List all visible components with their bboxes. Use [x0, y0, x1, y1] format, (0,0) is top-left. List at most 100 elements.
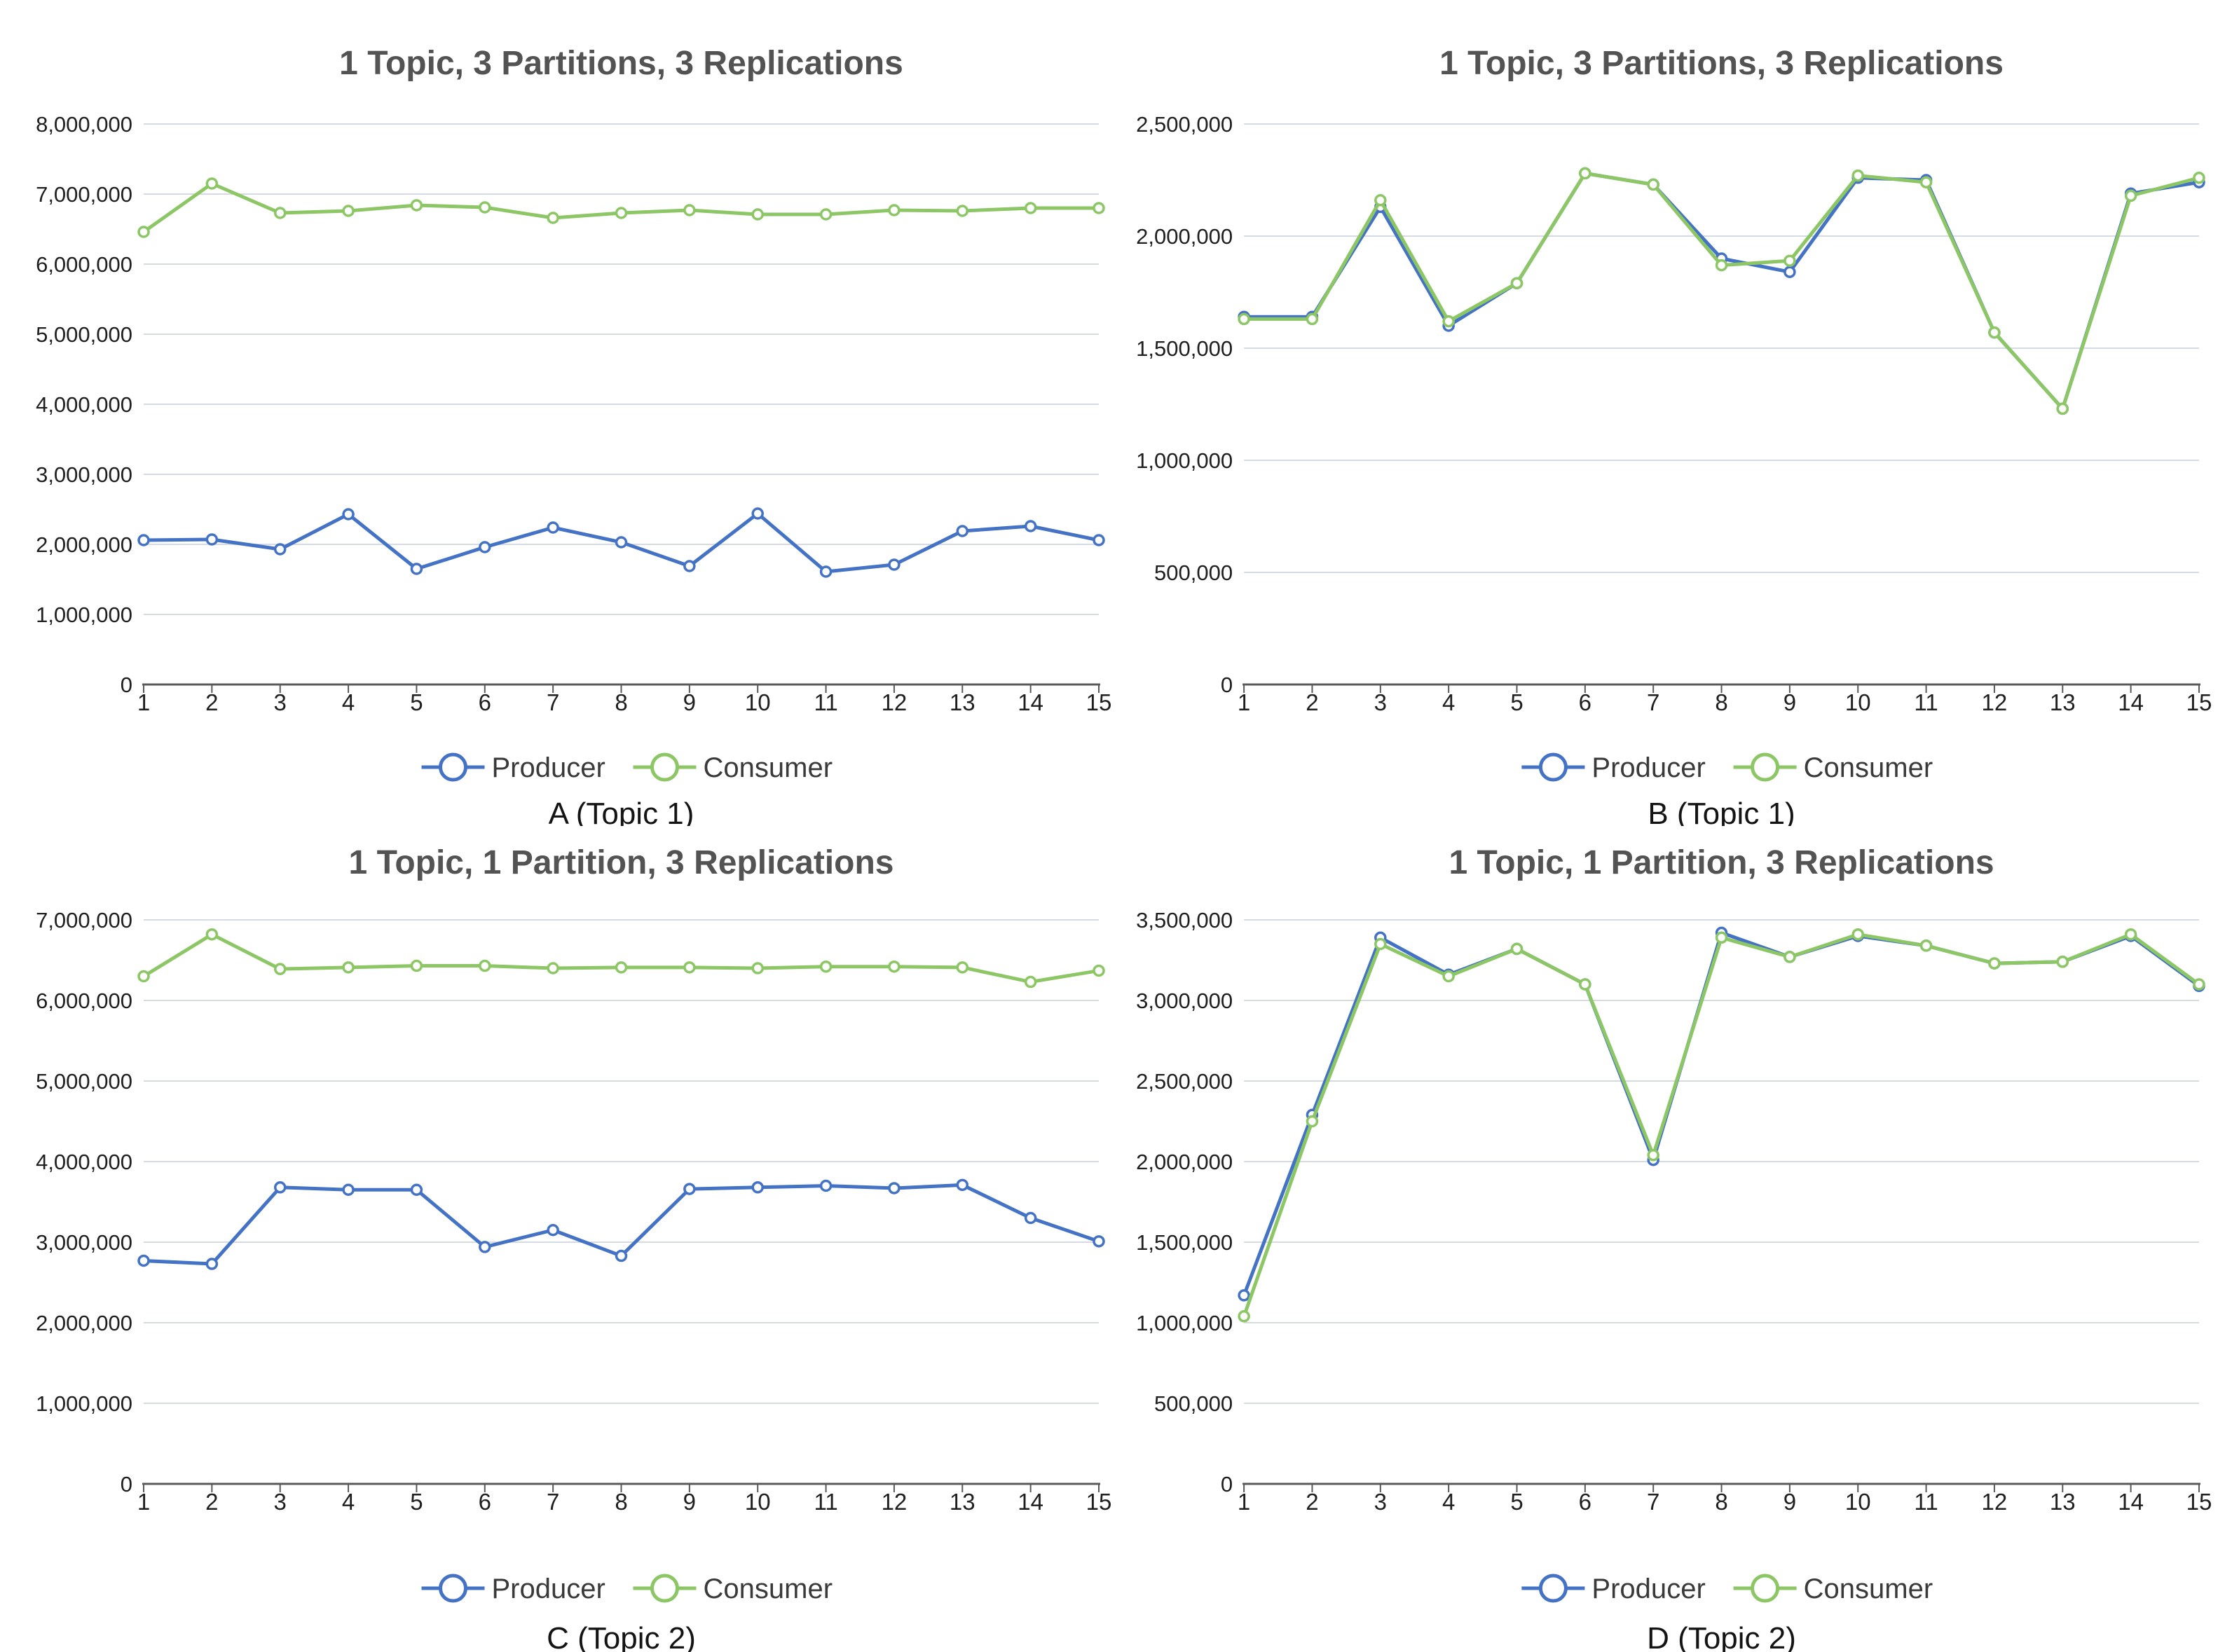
legend-item-producer: Producer — [421, 1574, 605, 1604]
x-axis-label: 12 — [882, 1489, 908, 1515]
y-axis-label: 1,000,000 — [1136, 1311, 1233, 1335]
data-point-marker-consumer — [1919, 176, 1933, 188]
x-axis-label: 4 — [1442, 1489, 1455, 1515]
data-point-marker-consumer — [888, 960, 901, 973]
data-point-marker-consumer — [410, 959, 423, 972]
x-axis-label: 3 — [274, 689, 287, 715]
data-point-marker-consumer — [410, 199, 423, 212]
y-axis-label: 2,000,000 — [1136, 1150, 1233, 1174]
x-axis-label: 8 — [1715, 1489, 1727, 1515]
data-point-marker-consumer — [1238, 1310, 1250, 1323]
data-point-marker-consumer — [1510, 942, 1524, 956]
x-axis-label: 14 — [1018, 689, 1043, 715]
y-axis-label: 5,000,000 — [36, 1069, 132, 1094]
data-point-marker-producer — [205, 533, 219, 546]
legend-marker-icon-producer — [1538, 752, 1568, 782]
y-axis-label: 2,000,000 — [1136, 224, 1233, 249]
data-point-marker-producer — [683, 560, 696, 572]
x-axis-label: 13 — [950, 689, 975, 715]
x-axis-label: 14 — [1018, 1489, 1043, 1515]
data-point-marker-consumer — [1715, 259, 1728, 272]
data-point-marker-producer — [1093, 534, 1105, 546]
data-point-marker-consumer — [1442, 315, 1455, 328]
data-point-marker-consumer — [137, 226, 150, 238]
legend-item-consumer: Consumer — [1733, 1574, 1933, 1604]
data-point-marker-consumer — [1851, 928, 1864, 941]
x-axis-label: 6 — [479, 689, 491, 715]
legend-marker-icon-producer — [439, 752, 467, 782]
series-line-consumer — [142, 932, 1101, 984]
chart-D: 0 500,000 1,000,000 1,500,000 2,000,000 2,500… — [1116, 826, 2232, 1652]
y-axis-label: 8,000,000 — [36, 112, 132, 137]
data-point-marker-consumer — [2124, 189, 2137, 202]
data-point-marker-consumer — [2056, 956, 2069, 968]
data-point-marker-consumer — [479, 201, 491, 214]
y-axis-label: 3,000,000 — [36, 1230, 132, 1255]
x-axis-label: 12 — [882, 689, 908, 715]
x-axis-label: 5 — [410, 1489, 423, 1515]
legend-item-producer: Producer — [1521, 752, 1706, 783]
legend-marker-icon-consumer — [650, 752, 679, 782]
data-point-marker-producer — [273, 1181, 287, 1194]
y-axis-label: 1,000,000 — [36, 603, 132, 627]
data-point-marker-consumer — [342, 961, 355, 974]
y-axis-label: 1,000,000 — [1136, 448, 1233, 473]
y-axis-label: 0 — [1221, 1472, 1233, 1496]
data-point-marker-consumer — [1579, 978, 1591, 991]
y-axis-label: 1,500,000 — [1136, 336, 1233, 361]
x-axis-label: 1 — [137, 689, 150, 715]
x-axis-label: 2 — [1306, 689, 1318, 715]
data-point-marker-consumer — [1024, 975, 1037, 989]
legend-label-consumer: Consumer — [1804, 1574, 1933, 1604]
data-point-marker-producer — [205, 1258, 219, 1270]
x-axis-label: 3 — [1374, 1489, 1387, 1515]
y-axis-label: 2,500,000 — [1136, 1069, 1233, 1094]
x-axis-label: 12 — [1982, 1489, 2008, 1515]
chart-C-canvas: 0 1,000,000 2,000,000 3,000,000 4,000,000 5,0… — [36, 844, 1112, 1652]
data-point-marker-consumer — [751, 962, 764, 975]
y-axis-label: 0 — [1221, 673, 1233, 697]
chart-caption: D (Topic 2) — [1647, 1621, 1796, 1652]
chart-title: 1 Topic, 1 Partition, 3 Replications — [1449, 844, 1994, 881]
x-axis-label: 5 — [1510, 1489, 1523, 1515]
data-point-marker-producer — [342, 508, 355, 521]
data-point-marker-consumer — [1647, 1149, 1659, 1162]
data-point-marker-consumer — [342, 205, 355, 217]
data-point-marker-producer — [137, 534, 150, 546]
chart-caption: C (Topic 2) — [547, 1621, 696, 1652]
data-point-marker-producer — [137, 1254, 150, 1267]
data-point-marker-consumer — [1919, 939, 1933, 952]
data-point-marker-consumer — [819, 960, 833, 973]
y-axis-label: 2,000,000 — [36, 532, 132, 557]
data-point-marker-producer — [1024, 520, 1037, 532]
data-point-marker-producer — [1024, 1211, 1037, 1225]
x-axis-label: 15 — [1086, 1489, 1112, 1515]
data-point-marker-producer — [683, 1183, 696, 1195]
data-point-marker-producer — [819, 565, 833, 578]
x-axis-label: 8 — [615, 689, 627, 715]
data-point-marker-producer — [479, 1241, 491, 1253]
data-point-marker-consumer — [683, 961, 696, 974]
y-axis-label: 2,000,000 — [36, 1311, 132, 1335]
y-axis-label: 7,000,000 — [36, 908, 132, 932]
data-point-marker-consumer — [615, 207, 628, 219]
data-point-marker-consumer — [205, 928, 219, 941]
data-point-marker-consumer — [751, 208, 764, 221]
legend-marker-icon-producer — [1538, 1574, 1568, 1603]
data-point-marker-producer — [615, 1249, 628, 1262]
y-axis-label: 6,000,000 — [36, 252, 132, 277]
y-axis-label: 5,000,000 — [36, 322, 132, 347]
data-point-marker-consumer — [2056, 402, 2069, 415]
legend-marker-icon-consumer — [650, 1574, 679, 1603]
y-axis-label: 500,000 — [1154, 560, 1233, 585]
chart-title: 1 Topic, 3 Partitions, 3 Replications — [339, 45, 903, 82]
x-axis-label: 1 — [1238, 1489, 1250, 1515]
y-axis-label: 0 — [121, 673, 132, 697]
x-axis-label: 15 — [2186, 689, 2212, 715]
y-axis-label: 7,000,000 — [36, 182, 132, 207]
data-point-marker-producer — [547, 1224, 559, 1237]
data-point-marker-consumer — [956, 205, 969, 217]
data-point-marker-consumer — [2193, 172, 2205, 184]
data-point-marker-consumer — [1306, 312, 1319, 326]
